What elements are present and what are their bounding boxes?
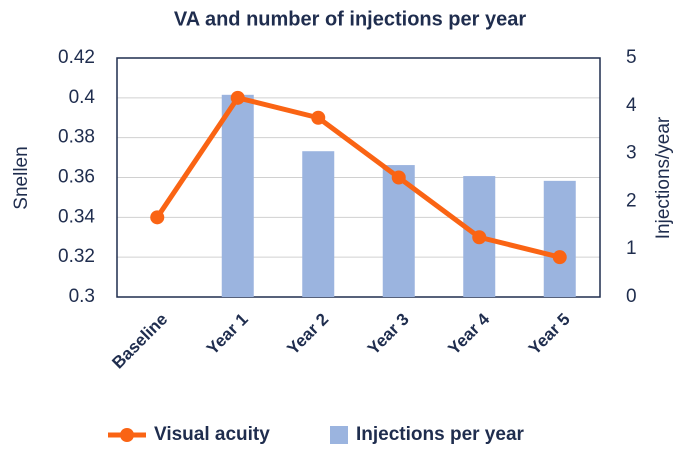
line (155, 95, 561, 260)
bar (543, 180, 576, 297)
x-tick-label: Year 1 (203, 310, 252, 359)
y2-tick-label: 5 (626, 47, 637, 68)
y-tick-label: 0.36 (58, 167, 95, 188)
bar (302, 151, 335, 297)
legend-swatch-marker (120, 428, 134, 442)
y2-tick-label: 1 (626, 238, 637, 259)
x-tick-label: Year 3 (364, 310, 413, 359)
x-tick-label: Year 5 (525, 310, 574, 359)
y-tick-label: 0.3 (69, 286, 95, 307)
legend-swatch (330, 426, 348, 444)
y-tick-label: 0.4 (69, 87, 96, 108)
y2-tick-label: 2 (626, 190, 637, 211)
chart-title: VA and number of injections per year (174, 8, 527, 30)
line-marker (472, 230, 487, 245)
y-tick-label: 0.42 (58, 47, 95, 68)
y-axis-label: Snellen (11, 146, 32, 209)
y-tick-label: 0.38 (58, 127, 95, 148)
y2-tick-label: 4 (626, 95, 637, 116)
line-marker (391, 170, 406, 185)
y-tick-label: 0.32 (58, 246, 95, 267)
line-marker (230, 90, 245, 105)
y2-axis-label: Injections/year (653, 116, 674, 239)
legend-label: Injections per year (356, 424, 525, 445)
legend-label: Visual acuity (154, 424, 270, 445)
plot-border (116, 57, 601, 298)
x-tick-label: Year 4 (444, 309, 493, 358)
bar (221, 94, 254, 297)
x-tick-label: Year 2 (283, 310, 332, 359)
line-marker (552, 250, 567, 265)
line-marker (311, 110, 326, 125)
x-tick-label: Baseline (108, 310, 171, 373)
line-marker (150, 210, 165, 225)
y2-tick-label: 0 (626, 286, 637, 307)
y2-tick-label: 3 (626, 143, 637, 164)
y-tick-label: 0.34 (58, 206, 95, 227)
